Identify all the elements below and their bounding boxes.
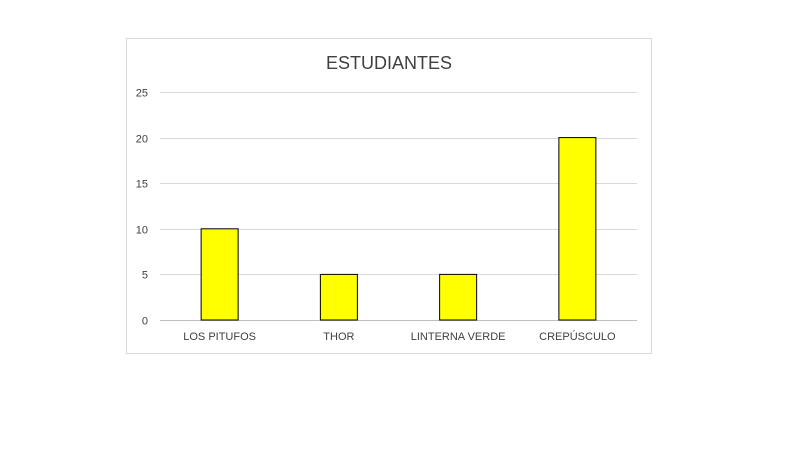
bar: [319, 273, 358, 321]
x-axis-ticks: LOS PITUFOS THOR LINTERNA VERDE CREPÚSCULO: [183, 330, 616, 343]
gridlines: [160, 92, 637, 321]
y-tick-label: 20: [136, 134, 148, 146]
y-tick-label: 0: [142, 316, 148, 328]
x-tick-label: CREPÚSCULO: [539, 330, 616, 343]
bar: [200, 228, 239, 321]
y-tick-label: 10: [136, 225, 148, 237]
y-tick-label: 5: [142, 270, 148, 282]
chart-title: ESTUDIANTES: [326, 53, 452, 73]
y-axis-ticks: 0 5 10 15 20 25: [136, 88, 148, 328]
bar: [439, 273, 478, 321]
bar: [558, 137, 597, 321]
y-tick-label: 15: [136, 179, 148, 191]
x-tick-label: LOS PITUFOS: [183, 331, 256, 343]
x-tick-label: LINTERNA VERDE: [411, 331, 506, 343]
x-tick-label: THOR: [323, 331, 354, 343]
y-tick-label: 25: [136, 88, 148, 100]
bars: [200, 137, 597, 321]
